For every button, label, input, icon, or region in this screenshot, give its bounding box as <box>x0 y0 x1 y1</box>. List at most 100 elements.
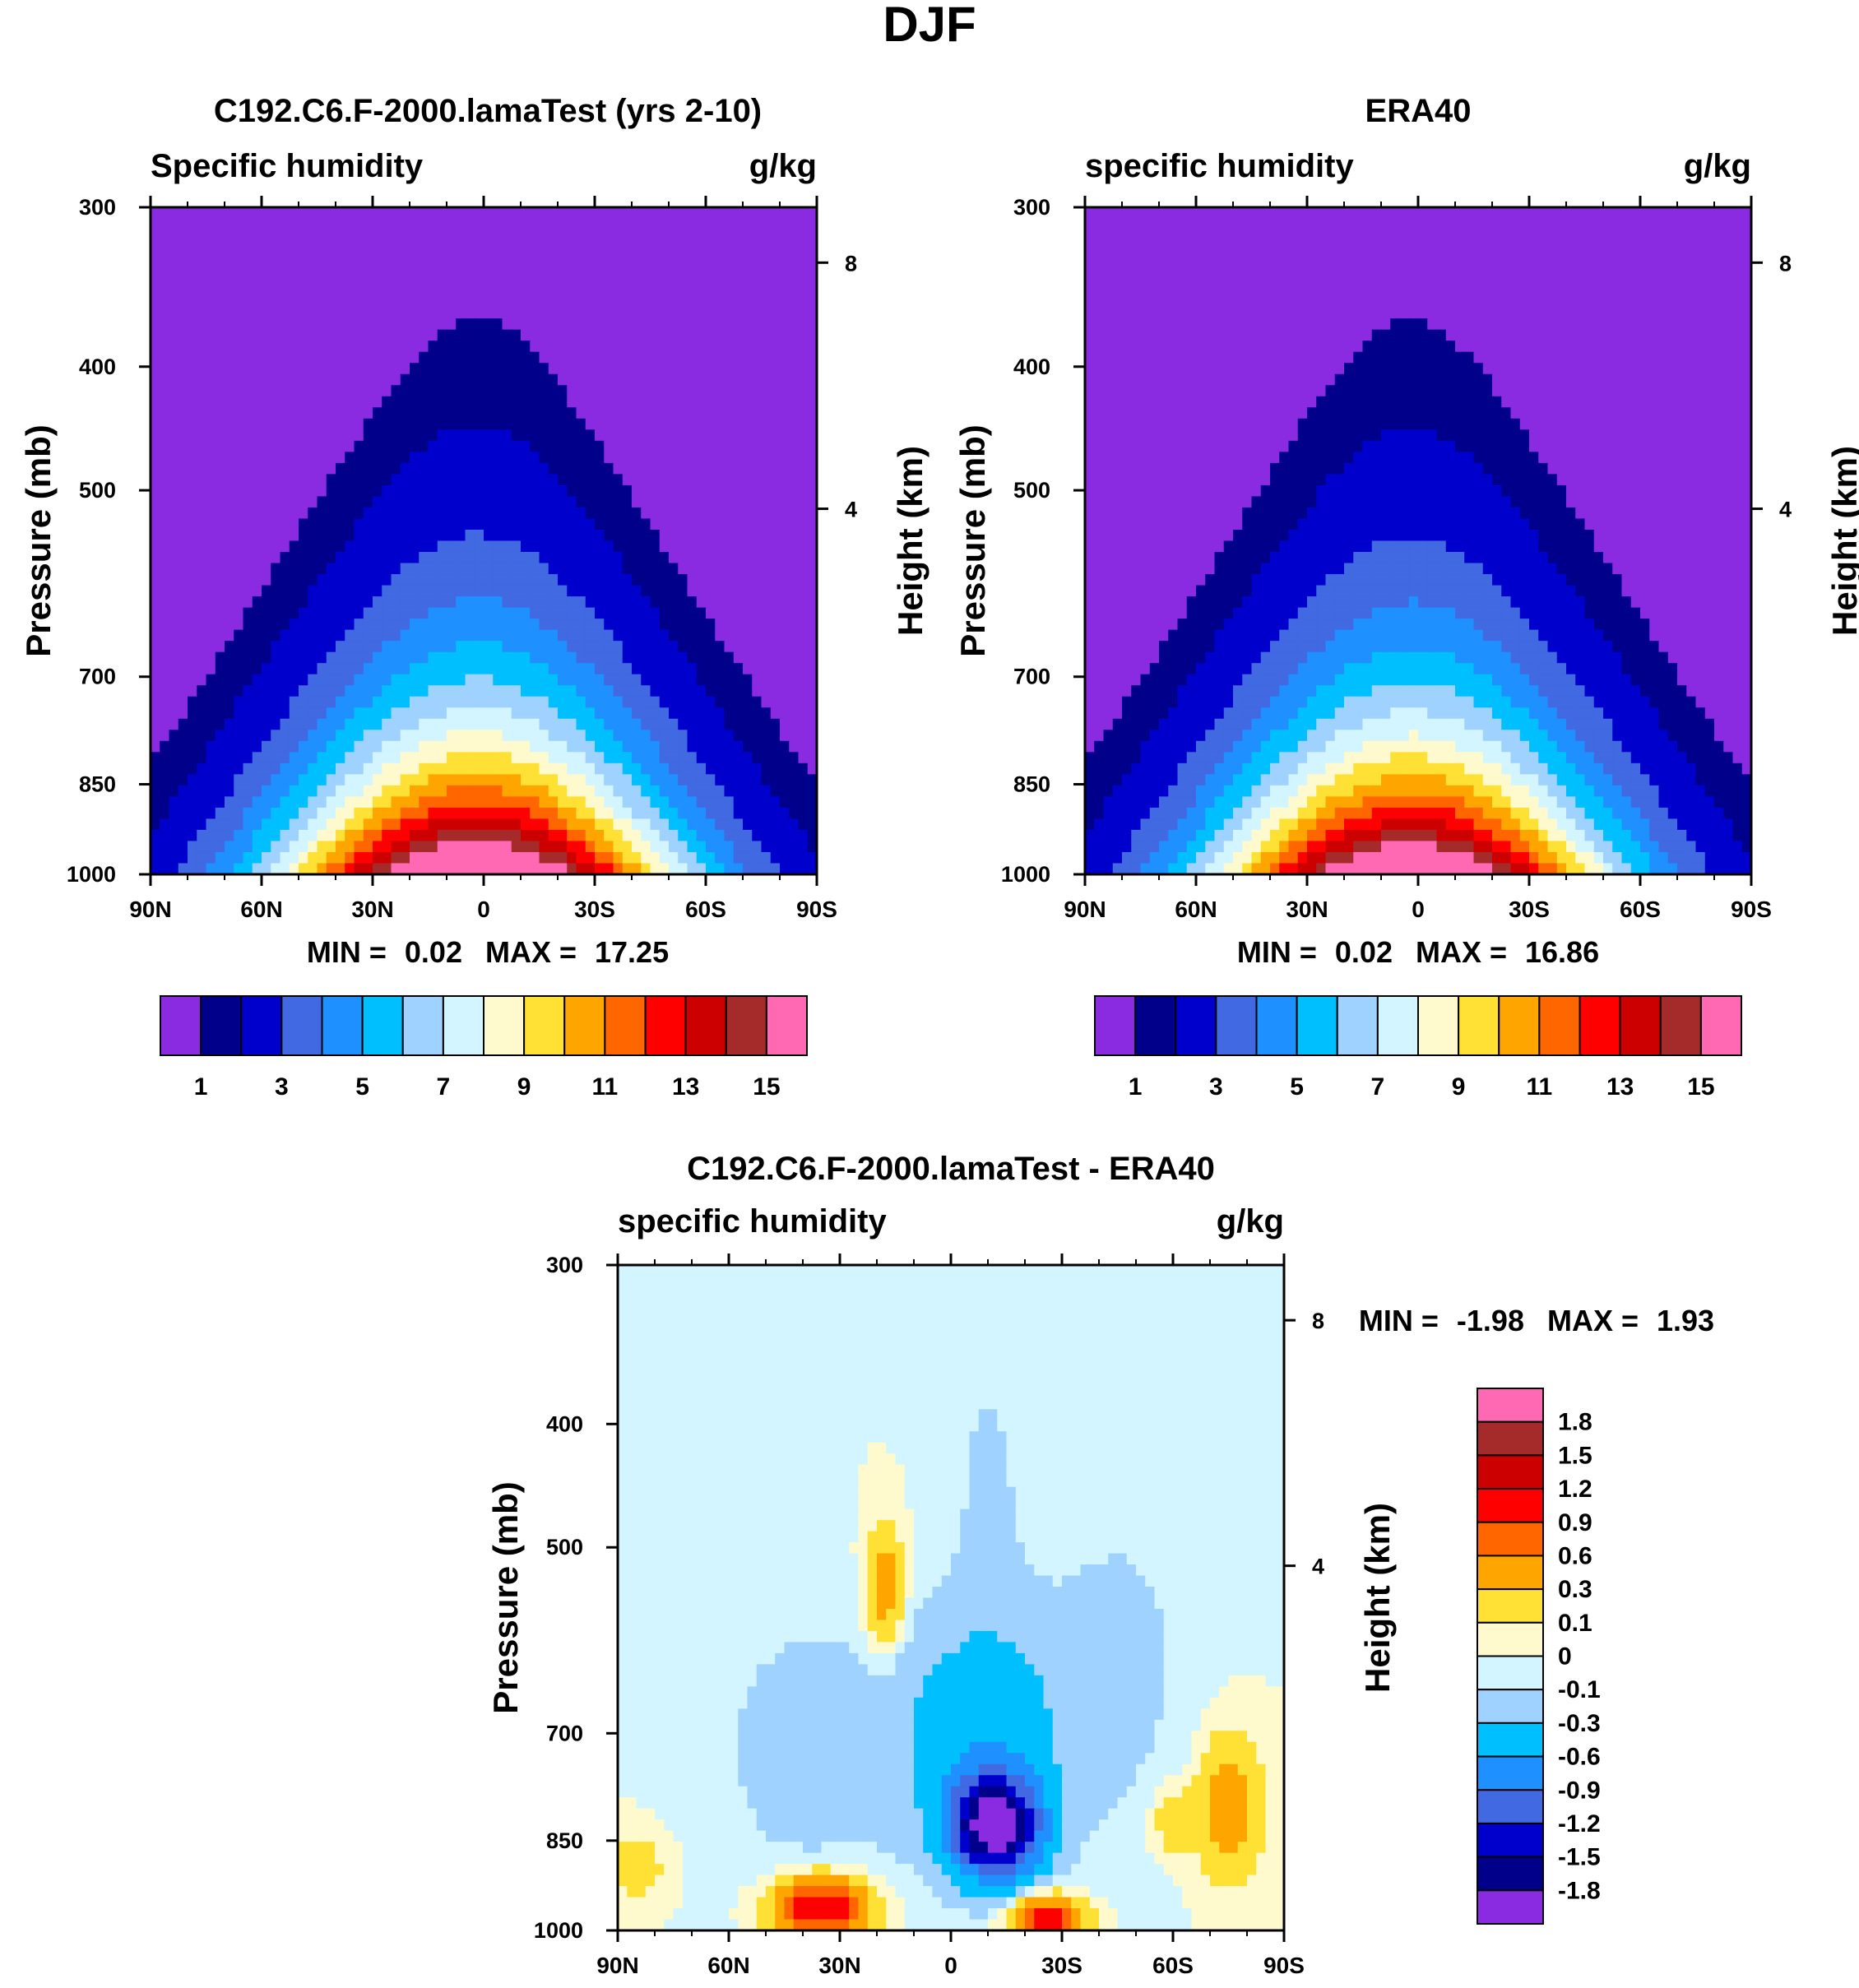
contour-cell <box>613 818 624 831</box>
contour-cell <box>474 685 484 697</box>
contour-cell <box>354 484 364 498</box>
contour-cell <box>271 663 281 675</box>
contour-cell <box>743 796 753 809</box>
contour-cell <box>678 496 688 508</box>
contour-cell <box>511 240 522 253</box>
contour-cell <box>733 785 744 797</box>
contour-cell <box>437 863 447 875</box>
contour-cell <box>678 307 688 319</box>
contour-cell <box>641 285 651 297</box>
contour-cell <box>567 829 577 842</box>
contour-cell <box>595 574 605 586</box>
contour-cell <box>1140 274 1151 286</box>
colorbar-box <box>160 995 202 1056</box>
contour-cell <box>151 540 160 553</box>
contour-cell <box>1408 207 1419 220</box>
contour-cell <box>761 752 772 764</box>
contour-cell <box>308 707 318 720</box>
contour-cell <box>447 285 457 297</box>
contour-cell <box>252 863 262 875</box>
contour-cell <box>447 651 457 664</box>
contour-cell <box>752 218 763 230</box>
contour-cell <box>252 373 262 386</box>
contour-cell <box>484 785 494 797</box>
contour-cell <box>474 440 484 452</box>
contour-cell <box>280 718 290 730</box>
contour-cell <box>197 552 207 564</box>
contour-cell <box>400 507 410 520</box>
contour-cell <box>798 440 809 452</box>
contour-cell <box>733 619 744 631</box>
contour-cell <box>761 829 772 842</box>
contour-cell <box>548 863 559 875</box>
contour-cell <box>493 407 503 419</box>
contour-cell <box>650 285 661 297</box>
contour-cell <box>576 829 586 842</box>
contour-cell <box>225 718 234 730</box>
contour-cell <box>206 207 216 220</box>
contour-cell <box>197 396 207 408</box>
contour-cell <box>715 462 726 475</box>
contour-cell <box>1159 218 1169 230</box>
contour-cell <box>419 329 429 341</box>
contour-cell <box>632 341 642 353</box>
contour-cell <box>1427 229 1438 242</box>
contour-cell <box>382 518 392 531</box>
contour-cell <box>1519 229 1530 242</box>
contour-cell <box>215 529 225 542</box>
contour-cell <box>178 307 188 319</box>
contour-cell <box>798 818 809 831</box>
contour-cell <box>456 407 466 419</box>
contour-cell <box>289 663 299 675</box>
contour-cell <box>696 685 707 697</box>
contour-cell <box>548 540 559 553</box>
contour-cell <box>567 752 577 764</box>
contour-cell <box>761 262 772 275</box>
contour-cell <box>789 507 800 520</box>
contour-cell <box>558 496 568 508</box>
contour-cell <box>1704 252 1715 264</box>
contour-cell <box>289 774 299 786</box>
contour-cell <box>511 841 522 853</box>
contour-cell <box>706 752 716 764</box>
contour-cell <box>1510 207 1521 220</box>
contour-cell <box>1288 274 1299 286</box>
contour-cell <box>188 351 197 364</box>
contour-cell <box>373 651 382 664</box>
contour-cell <box>308 696 318 708</box>
contour-cell <box>669 418 679 430</box>
contour-cell <box>1390 252 1401 264</box>
contour-cell <box>169 274 179 286</box>
contour-cell <box>188 240 197 253</box>
contour-cell <box>382 341 392 353</box>
contour-cell <box>558 274 568 286</box>
contour-cell <box>493 529 503 542</box>
contour-cell <box>604 484 614 498</box>
contour-cell <box>622 363 633 375</box>
contour-cell <box>530 351 540 364</box>
contour-cell <box>511 274 522 286</box>
contour-cell <box>280 552 290 564</box>
contour-cell <box>447 351 457 364</box>
contour-cell <box>1704 262 1715 275</box>
contour-cell <box>373 252 382 264</box>
contour-cell <box>326 318 336 331</box>
contour-cell <box>752 796 763 809</box>
contour-cell <box>1741 252 1752 264</box>
contour-cell <box>715 252 726 264</box>
contour-cell <box>743 240 753 253</box>
contour-cell <box>197 785 207 797</box>
contour-cell <box>308 552 318 564</box>
contour-cell <box>780 240 790 253</box>
contour-cell <box>687 385 698 397</box>
contour-cell <box>262 851 271 864</box>
contour-cell <box>410 796 420 809</box>
contour-cell <box>511 707 522 720</box>
contour-cell <box>188 829 197 842</box>
contour-cell <box>613 229 624 242</box>
contour-cell <box>678 841 688 853</box>
contour-cell <box>780 318 790 331</box>
contour-cell <box>215 641 225 653</box>
contour-cell <box>437 818 447 831</box>
contour-cell <box>271 318 281 331</box>
